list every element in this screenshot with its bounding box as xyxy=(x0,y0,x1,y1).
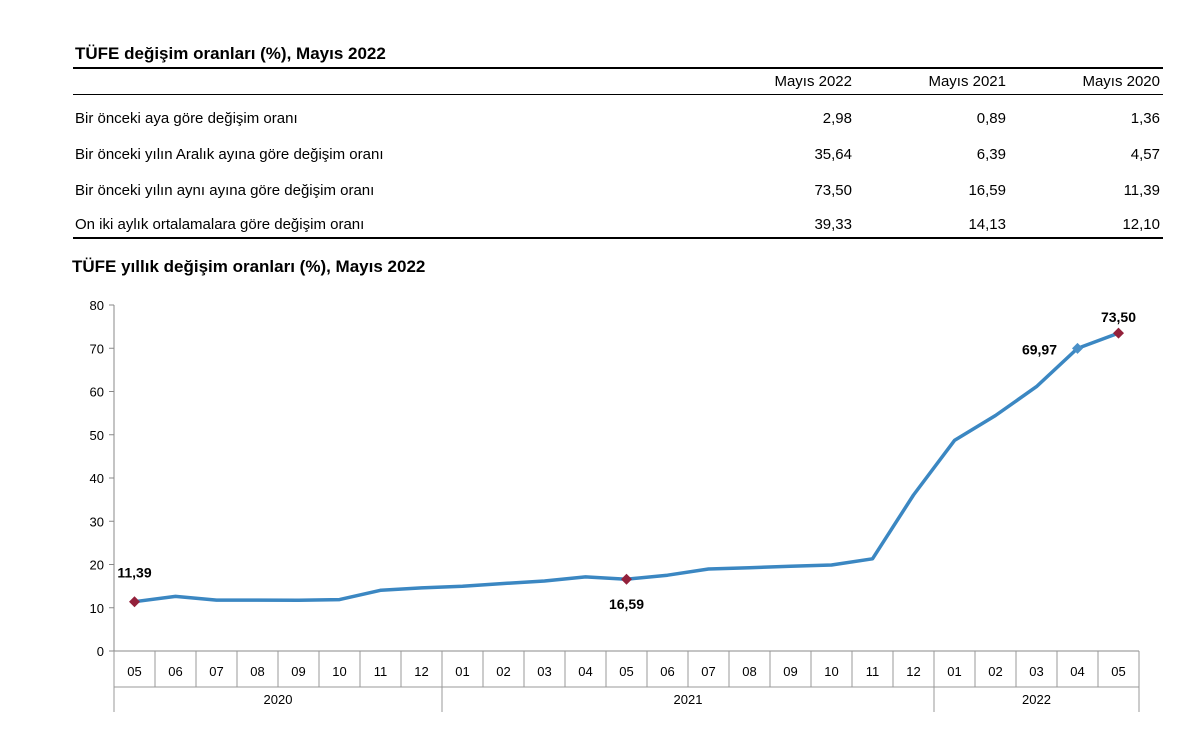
x-tick-label: 02 xyxy=(988,664,1002,679)
data-label: 11,39 xyxy=(117,565,151,581)
table-cell: 0,89 xyxy=(976,110,1006,127)
x-tick-label: 04 xyxy=(578,664,592,679)
x-tick-label: 01 xyxy=(455,664,469,679)
x-tick-label: 02 xyxy=(496,664,510,679)
x-tick-label: 07 xyxy=(701,664,715,679)
x-tick-label: 12 xyxy=(414,664,428,679)
x-tick-label: 01 xyxy=(947,664,961,679)
table-cell: 73,50 xyxy=(814,182,852,199)
data-label: 16,59 xyxy=(609,596,644,612)
data-point-marker xyxy=(1113,327,1124,339)
column-header-may-2022: Mayıs 2022 xyxy=(774,73,852,90)
x-tick-label: 09 xyxy=(291,664,305,679)
x-tick-label: 05 xyxy=(127,664,141,679)
data-point-marker xyxy=(1072,342,1083,354)
table-cell: 11,39 xyxy=(1123,182,1160,199)
column-header-may-2021: Mayıs 2021 xyxy=(928,73,1006,90)
column-header-may-2020: Mayıs 2020 xyxy=(1082,73,1160,90)
table-row-label: Bir önceki yılın Aralık ayına göre değiş… xyxy=(75,146,384,163)
x-tick-label: 03 xyxy=(537,664,551,679)
x-tick-label: 06 xyxy=(660,664,674,679)
x-tick-label: 11 xyxy=(866,664,880,679)
x-tick-label: 07 xyxy=(209,664,223,679)
data-label: 73,50 xyxy=(1101,309,1136,325)
x-tick-label: 12 xyxy=(906,664,920,679)
y-tick-label: 50 xyxy=(90,428,104,443)
x-tick-label: 03 xyxy=(1029,664,1043,679)
y-tick-label: 30 xyxy=(90,514,104,529)
data-point-marker xyxy=(129,596,140,608)
x-year-label: 2022 xyxy=(1022,692,1051,707)
table-row-label: On iki aylık ortalamalara göre değişim o… xyxy=(75,216,365,233)
x-year-label: 2021 xyxy=(674,692,703,707)
y-tick-label: 40 xyxy=(90,471,104,486)
table-cell: 4,57 xyxy=(1130,146,1160,163)
x-tick-label: 05 xyxy=(619,664,633,679)
x-tick-label: 05 xyxy=(1111,664,1125,679)
y-tick-label: 60 xyxy=(90,385,104,400)
table-cell: 39,33 xyxy=(814,216,852,233)
x-year-label: 2020 xyxy=(264,692,293,707)
y-tick-label: 70 xyxy=(90,341,104,356)
y-tick-label: 80 xyxy=(90,298,104,313)
table-cell: 6,39 xyxy=(976,146,1006,163)
x-tick-label: 08 xyxy=(250,664,264,679)
data-point-marker xyxy=(621,573,632,585)
x-tick-label: 10 xyxy=(332,664,346,679)
x-tick-label: 10 xyxy=(824,664,838,679)
table-top-rule xyxy=(73,67,1163,69)
table-bottom-rule xyxy=(73,237,1163,239)
table-cell: 16,59 xyxy=(968,182,1006,199)
series-line xyxy=(132,331,1121,604)
table-cell: 12,10 xyxy=(1122,216,1160,233)
table-row-label: Bir önceki yılın aynı ayına göre değişim… xyxy=(75,182,375,199)
table-cell: 35,64 xyxy=(814,146,852,163)
x-tick-label: 09 xyxy=(783,664,797,679)
x-tick-label: 11 xyxy=(374,664,388,679)
x-tick-label: 08 xyxy=(742,664,756,679)
table-title: TÜFE değişim oranları (%), Mayıs 2022 xyxy=(75,44,386,63)
table-cell: 14,13 xyxy=(968,216,1006,233)
y-tick-label: 0 xyxy=(97,644,104,659)
table-cell: 2,98 xyxy=(822,110,852,127)
table-cell: 1,36 xyxy=(1130,110,1160,127)
y-tick-label: 20 xyxy=(90,558,104,573)
chart-title: TÜFE yıllık değişim oranları (%), Mayıs … xyxy=(72,257,426,276)
table-row-label: Bir önceki aya göre değişim oranı xyxy=(75,110,298,127)
x-tick-label: 06 xyxy=(168,664,182,679)
data-label: 69,97 xyxy=(1022,341,1057,357)
y-tick-label: 10 xyxy=(90,601,104,616)
x-tick-label: 04 xyxy=(1070,664,1084,679)
table-header-rule xyxy=(73,94,1163,95)
